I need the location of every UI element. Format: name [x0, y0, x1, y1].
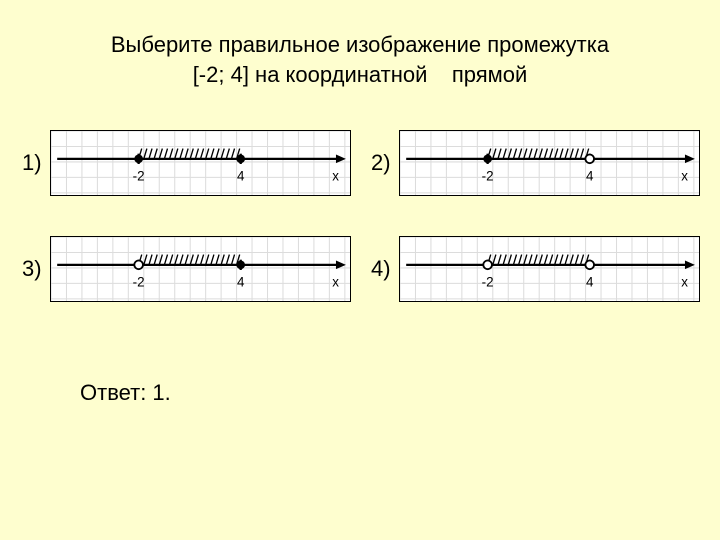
svg-text:4: 4	[586, 168, 594, 183]
svg-text:x: x	[681, 168, 688, 183]
options-grid: 1) -2 4 x 2) -2 4 x 3) -2 4 x 4) -2 4 x	[20, 130, 700, 302]
svg-text:-2: -2	[133, 274, 145, 289]
numberline-3: -2 4 x	[50, 236, 351, 302]
numberline-2: -2 4 x	[399, 130, 700, 196]
svg-text:-2: -2	[133, 168, 145, 183]
svg-text:4: 4	[237, 168, 245, 183]
option-label: 3)	[20, 256, 50, 282]
option-label: 2)	[369, 150, 399, 176]
svg-text:4: 4	[586, 274, 594, 289]
option-label: 4)	[369, 256, 399, 282]
page-root: Выберите правильное изображение промежут…	[0, 0, 720, 540]
option-1[interactable]: 1) -2 4 x	[20, 130, 351, 196]
svg-text:x: x	[681, 274, 688, 289]
numberline-1: -2 4 x	[50, 130, 351, 196]
numberline-4: -2 4 x	[399, 236, 700, 302]
option-label: 1)	[20, 150, 50, 176]
svg-text:x: x	[332, 168, 339, 183]
svg-text:x: x	[332, 274, 339, 289]
svg-text:4: 4	[237, 274, 245, 289]
answer-text: Ответ: 1.	[80, 380, 171, 406]
question-title: Выберите правильное изображение промежут…	[0, 30, 720, 89]
svg-text:-2: -2	[482, 168, 494, 183]
svg-text:-2: -2	[482, 274, 494, 289]
option-4[interactable]: 4) -2 4 x	[369, 236, 700, 302]
title-line-2: [-2; 4] на координатной прямой	[193, 62, 528, 87]
option-3[interactable]: 3) -2 4 x	[20, 236, 351, 302]
option-2[interactable]: 2) -2 4 x	[369, 130, 700, 196]
title-line-1: Выберите правильное изображение промежут…	[111, 32, 609, 57]
